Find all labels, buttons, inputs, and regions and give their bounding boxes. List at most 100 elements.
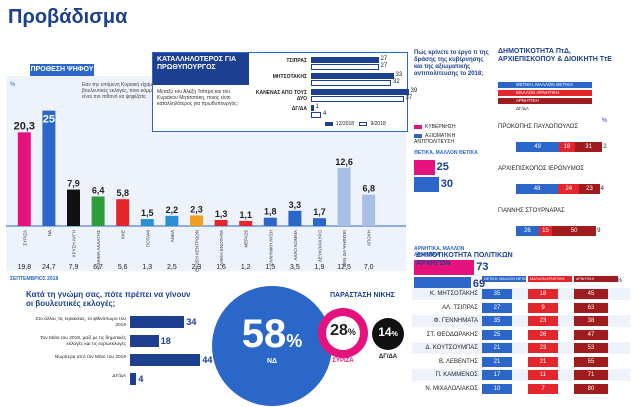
vote-previous-value: 2,3 bbox=[191, 264, 202, 271]
leaders-cell: 7 bbox=[528, 383, 558, 394]
inst-legend-item: ΑΡΝΗΤΙΚΗ bbox=[498, 98, 592, 104]
syriza-label: ΣΥΡΙΖΑ bbox=[332, 358, 354, 364]
vote-bar-label: 1,1 bbox=[239, 210, 252, 220]
vote-bar bbox=[190, 215, 203, 226]
when-category-label: Τον Μάιο του 2019, μαζί με τις δημοτικές… bbox=[40, 336, 126, 347]
vote-bar-label: 25 bbox=[43, 114, 55, 126]
vote-previous-value: 5,6 bbox=[117, 264, 128, 271]
vote-bar-label: 6,4 bbox=[92, 185, 105, 195]
leaders-pct-label: % bbox=[617, 278, 623, 284]
vote-bar-label: 1,7 bbox=[313, 207, 326, 217]
when-bar bbox=[130, 373, 137, 385]
pm-bar bbox=[311, 112, 321, 118]
vote-category-label: ΣΥΡΙΖΑ bbox=[22, 230, 27, 246]
inst-pct-label: % bbox=[602, 118, 608, 124]
when-bar-value: 34 bbox=[186, 317, 197, 327]
pm-bar bbox=[311, 89, 409, 95]
vote-bar bbox=[239, 220, 253, 226]
when-category-label: Στο άλλος τις τεριακέας, το φθινόπωρο το… bbox=[35, 317, 126, 328]
pm-legend-a: 12/2018 bbox=[336, 121, 355, 127]
leaders-table: Κ. ΜΗΤΣΟΤΑΚΗΣ 35 18 45 ΑΛ. ΤΣΙΠΡΑΣ 27 9 63 Φ. ΓΕ… bbox=[412, 288, 634, 404]
leaders-cell: 35 bbox=[482, 289, 512, 299]
vote-bar bbox=[17, 132, 31, 226]
pm-bar-value: 4 bbox=[323, 111, 327, 117]
vote-bar-label: 5,8 bbox=[116, 188, 129, 198]
vote-bar bbox=[288, 210, 302, 226]
leaders-name: ΑΛ. ΤΣΙΠΡΑΣ bbox=[442, 304, 478, 311]
gov-positive-label: ΘΕΤΙΚΑ, ΜΑΛΛΟΝ ΘΕΤΙΚΑ bbox=[414, 150, 478, 156]
pm-question: Μεταξύ του Αλέξη Τσίπρα και του Κυριάκου… bbox=[157, 89, 239, 107]
vote-previous-value: 24,7 bbox=[42, 264, 56, 271]
leaders-header: ΔΗΜΟΤΙΚΟΤΗΤΑ ΠΟΛΙΤΙΚΩΝ ΑΡΧΗΓΩΝ bbox=[416, 252, 513, 267]
vote-previous-value: 7,0 bbox=[363, 264, 374, 271]
vote-pct-label: % bbox=[10, 82, 16, 88]
vote-bar bbox=[116, 199, 130, 226]
vote-bar-label: 1,5 bbox=[141, 208, 154, 218]
nd-pct: % bbox=[286, 331, 303, 351]
nd-label: ΝΔ bbox=[266, 358, 278, 365]
pm-bar-value: 37 bbox=[405, 95, 413, 101]
when-bar-value: 44 bbox=[202, 355, 213, 365]
pm-bar bbox=[311, 64, 379, 70]
vote-intention-header: ΠΡΟΘΕΣΗ ΨΗΦΟΥ bbox=[30, 64, 94, 76]
gov-bar-value: 25 bbox=[436, 161, 449, 173]
vote-bar bbox=[263, 217, 277, 226]
vote-bar-label: 7,9 bbox=[67, 179, 80, 189]
vote-category-label: ΚΚΕ bbox=[121, 230, 126, 239]
dk-circle bbox=[372, 318, 404, 350]
pm-bar-value: 27 bbox=[380, 56, 388, 62]
leaders-name: Κ. ΜΗΤΣΟΤΑΚΗΣ bbox=[430, 291, 478, 297]
gov-legend: ΚΥΒΕΡΝΗΣΗ ΑΞΙΩΜΑΤΙΚΗ ΑΝΤΙΠΟΛΙΤΕΥΣΗ bbox=[414, 124, 490, 145]
leaders-cell: 10 bbox=[482, 383, 512, 394]
pm-legend-b: 9/2018 bbox=[370, 121, 386, 127]
inst-category-label: ΓΙΑΝΝΗΣ ΣΤΟΥΡΝΑΡΑΣ bbox=[498, 208, 565, 214]
leaders-cell: 18 bbox=[528, 289, 558, 299]
vote-category-label: ΑΝΕΛ bbox=[170, 230, 175, 242]
vote-bar-label: 3,3 bbox=[289, 200, 302, 210]
vote-bar-label: 20,3 bbox=[14, 120, 35, 132]
when-bars: Στο άλλος τις τεριακέας, το φθινόπωρο το… bbox=[26, 316, 216, 402]
vote-previous-value: 1,3 bbox=[142, 264, 153, 271]
when-question: Κατά τη γνώμη σας, πότε πρέπει να γίνουν… bbox=[26, 290, 191, 308]
inst-segment: 15 bbox=[538, 226, 553, 236]
vote-bar bbox=[140, 219, 154, 226]
nd-value: 58% bbox=[241, 312, 303, 356]
when-bar bbox=[130, 354, 201, 366]
when-bar-value: 18 bbox=[160, 336, 171, 346]
dk-value: 14% bbox=[378, 325, 398, 339]
dk-label: ΔΓ/ΔΑ bbox=[378, 354, 398, 360]
vote-bar-label: 1,8 bbox=[264, 207, 277, 217]
vote-previous-value: 6,7 bbox=[93, 264, 103, 271]
pm-bar bbox=[311, 96, 404, 102]
vote-previous-value: 7,9 bbox=[68, 264, 79, 271]
leaders-legend-item: ΑΡΝΗΤΙΚΗ bbox=[574, 276, 618, 282]
inst-segment: 4 bbox=[600, 186, 604, 192]
leaders-legend: ΘΕΤΙΚΗ, ΜΑΛΛΟΝ ΘΕΤΙΚΗ ΜΑΛΛΟΝ ΑΡΝΗΤΙΚΗ ΑΡΝΗ… bbox=[482, 276, 634, 286]
when-category-label: ΔΓ/ΔΑ bbox=[112, 374, 126, 379]
leaders-name: Β. ΛΕΒΕΝΤΗΣ bbox=[438, 358, 478, 365]
leaders-cell: 47 bbox=[574, 329, 608, 340]
inst-segment: 9 bbox=[597, 228, 601, 234]
vote-question: Εάν την επόμενη Κυριακή είχαμε βουλευτικ… bbox=[82, 82, 155, 100]
gov-bar bbox=[414, 260, 475, 275]
leaders-cell: 45 bbox=[574, 289, 608, 299]
vote-bar-label: 1,3 bbox=[215, 209, 228, 219]
vote-bar bbox=[214, 220, 228, 226]
when-panel: Κατά τη γνώμη σας, πότε πρέπει να γίνουν… bbox=[26, 290, 216, 402]
gov-bar-value: 73 bbox=[476, 261, 489, 273]
leaders-name: Π. ΚΑΜΜΕΝΟΣ bbox=[435, 372, 478, 378]
gov-bar bbox=[414, 160, 435, 175]
vote-previous-value: 1,6 bbox=[216, 264, 226, 271]
vote-category-label: ΑΛΛΟ ΚΟΜΜΑ bbox=[293, 230, 298, 261]
leaders-cell: 21 bbox=[482, 343, 512, 353]
pm-bar bbox=[311, 57, 379, 63]
leaders-cell: 71 bbox=[574, 370, 608, 380]
vote-month-label: ΣΕΠΤΕΜΒΡΙΟΣ 2018 bbox=[10, 276, 59, 282]
inst-category-label: ΠΡΟΚΟΠΗΣ ΠΑΥΛΟΠΟΥΛΟΣ bbox=[498, 124, 579, 130]
syriza-value: 28% bbox=[330, 322, 356, 339]
leaders-cell: 9 bbox=[528, 302, 558, 313]
nd-circle bbox=[212, 286, 332, 406]
vote-category-label: ΛΑΙΚΗ ΕΝΟΤΗΤΑ bbox=[219, 230, 224, 266]
win-panel: ΠΑΡΑΣΤΑΣΗ ΝΙΚΗΣ 58% ΝΔ 28% ΣΥΡΙΖΑ 14% ΔΓ… bbox=[212, 286, 412, 406]
leaders-cell: 53 bbox=[574, 343, 608, 353]
